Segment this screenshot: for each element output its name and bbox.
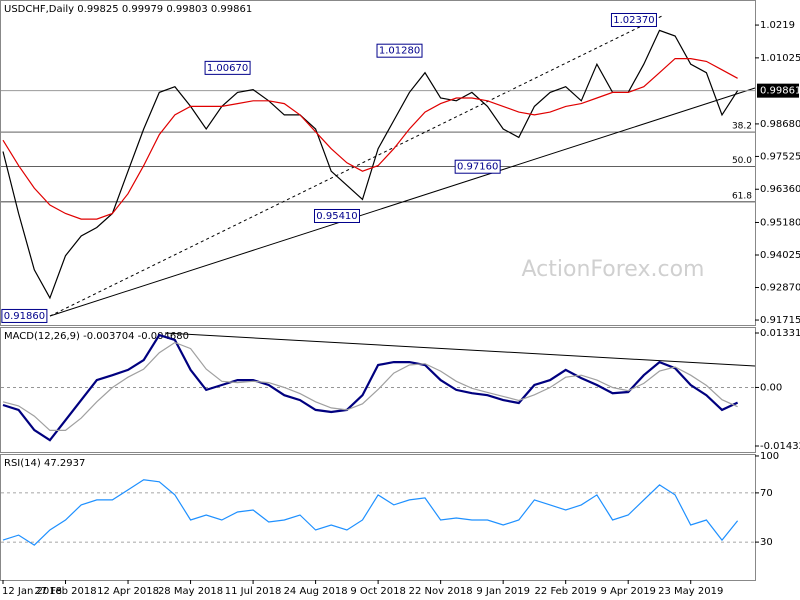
y-tick-label: 0.96360 [760,184,800,195]
annotation-box [610,12,657,27]
macd-title: MACD(12,26,9) -0.003704 -0.004680 [4,331,189,342]
x-tick-label: 9 Jan 2019 [476,586,530,597]
annotation-box [313,208,360,223]
y-tick-label: 0.97525 [760,151,800,162]
x-tick-label: 22 Nov 2018 [409,586,473,597]
annotation-label: 1.02370 [613,15,654,26]
price-panel [0,0,756,326]
y-tick-label: 100 [760,451,779,462]
x-tick-label: 23 May 2019 [658,586,723,597]
level-label: 61.8 [732,191,752,201]
y-tick-label: 0.00 [760,382,782,393]
y-tick-label: 0.94025 [760,250,800,261]
y-tick-label: 1.01025 [760,53,800,64]
y-tick-label: 70 [760,488,773,499]
level-label: 50.0 [732,156,752,166]
x-tick-label: 28 May 2018 [158,586,223,597]
y-tick-label: 30 [760,537,773,548]
series-line [2,479,739,546]
series-line [2,341,738,431]
x-tick-label: 12 Jan 2018 [2,586,62,597]
annotation-box [454,159,501,174]
macd-trendline [164,332,756,367]
level-label: 38.2 [732,122,752,132]
rsi-title: RSI(14) 47.2937 [4,458,85,469]
x-tick-label: 12 Apr 2018 [97,586,159,597]
current-price-box [757,83,799,98]
x-tick-label: 9 Oct 2018 [350,586,405,597]
annotation-label: 0.91860 [4,311,45,322]
y-tick-label: -0.014323 [760,441,800,452]
annotation-box [204,60,251,75]
x-tick-label: 9 Apr 2019 [600,586,655,597]
y-tick-label: 0.013319 [760,328,800,339]
y-tick-label: 0.91715 [760,315,800,326]
annotation-box [376,43,423,58]
x-tick-label: 11 Jul 2018 [225,586,282,597]
series-line [2,58,738,220]
annotation-box [1,308,48,323]
x-tick-label: 22 Feb 2019 [535,586,597,597]
macd-panel [0,327,756,453]
y-tick-label: 0.98680 [760,119,800,130]
annotation-label: 1.01280 [379,46,420,57]
x-tick-label: 27 Feb 2018 [34,586,96,597]
y-tick-label: 0.92870 [760,283,800,294]
y-tick-label: 0.95180 [760,217,800,228]
annotation-label: 0.95410 [316,211,357,222]
annotation-label: 1.00670 [207,63,248,74]
series-line [2,333,739,442]
price-title: USDCHF,Daily 0.99825 0.99979 0.99803 0.9… [4,4,252,15]
watermark: ActionForex.com [522,257,705,282]
current-price-label: 0.99861 [760,86,800,97]
annotation-label: 0.97160 [457,162,498,173]
y-tick-label: 1.0219 [760,20,795,31]
x-tick-label: 24 Aug 2018 [284,586,348,597]
